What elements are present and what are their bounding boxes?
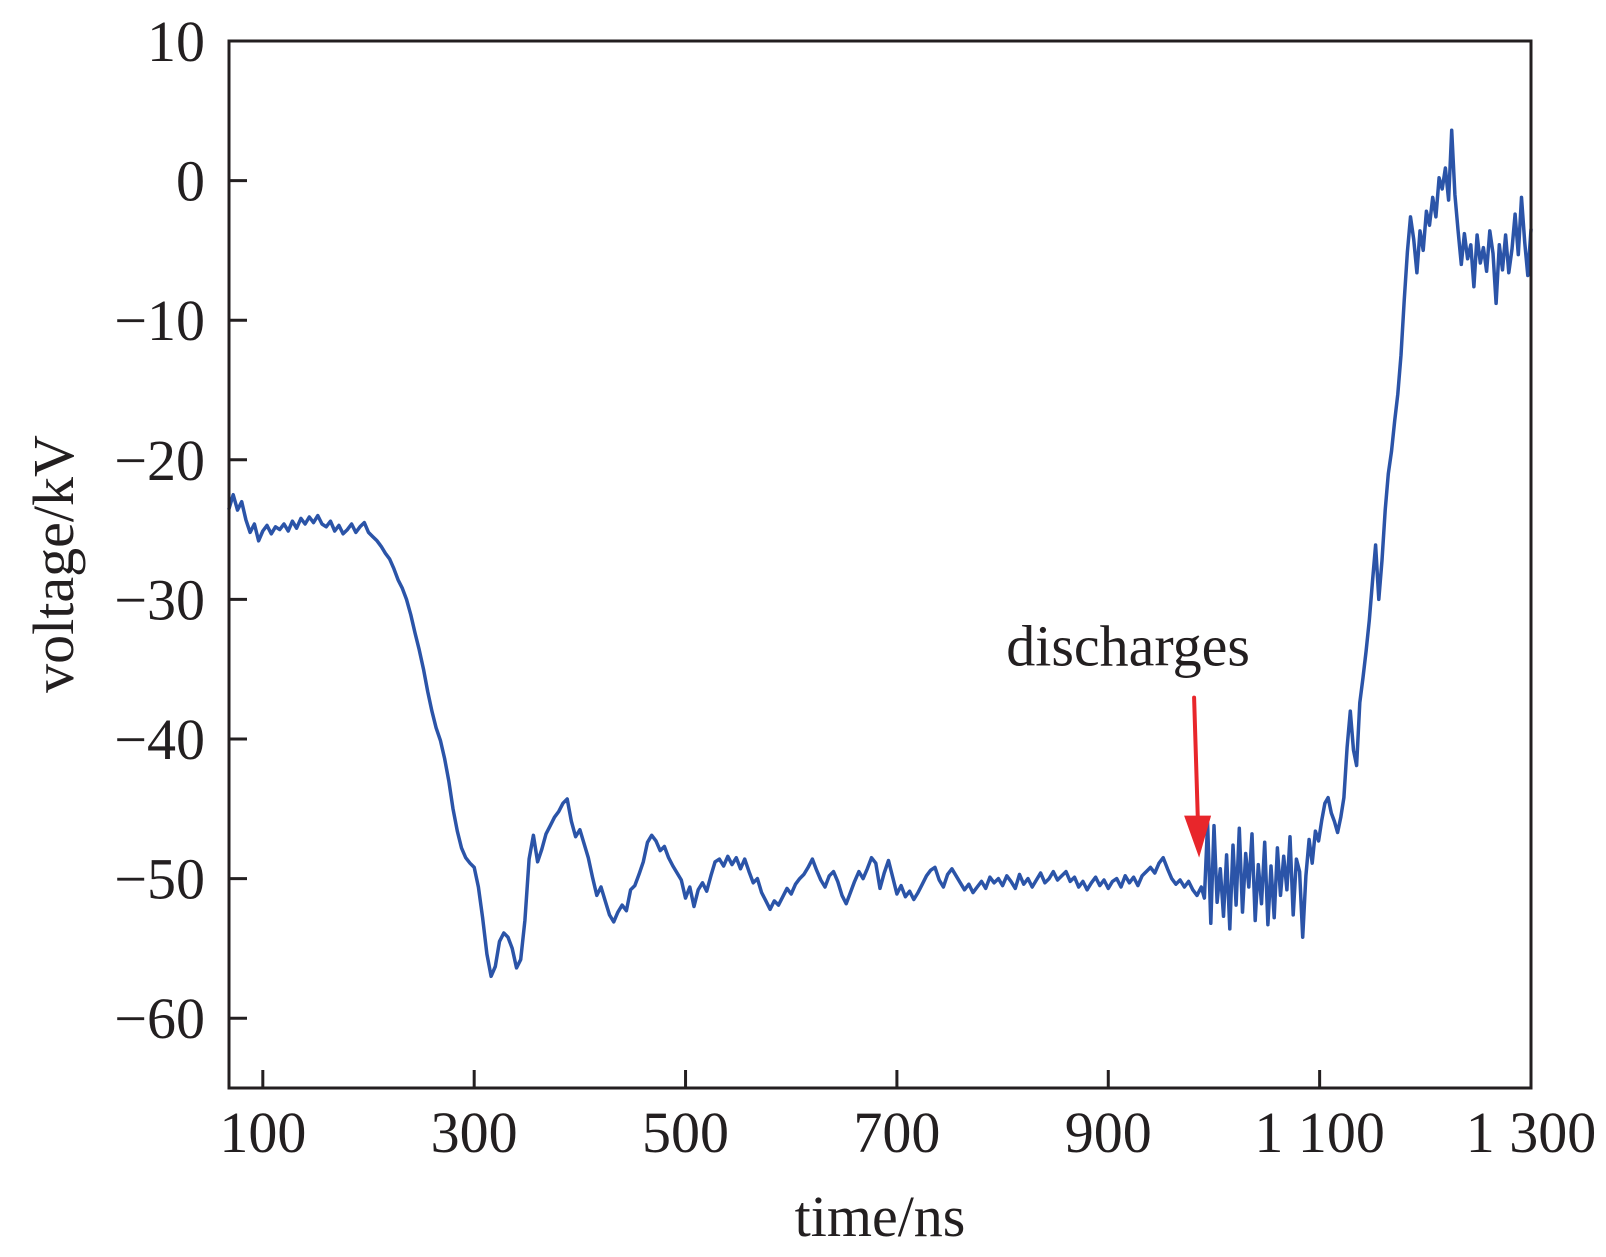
x-axis-title: time/ns (795, 1184, 966, 1249)
annotation-layer: discharges (1006, 614, 1250, 858)
y-axis-title: voltage/kV (21, 435, 86, 693)
annotation-arrow-shaft (1192, 695, 1201, 830)
series-line-0 (227, 128, 1533, 979)
y-tick-label: −20 (114, 428, 205, 493)
y-tick-label: −60 (114, 986, 205, 1051)
x-tick-label: 300 (431, 1100, 518, 1165)
x-tick-label: 900 (1065, 1100, 1152, 1165)
y-tick-label: 10 (147, 9, 205, 74)
series-layer (227, 128, 1533, 979)
x-tick-label: 700 (853, 1100, 940, 1165)
ticks-layer: 100 300 500 700 900 1 100 1 300100−10−20−30−40… (114, 9, 1596, 1165)
annotation-text: discharges (1006, 614, 1250, 679)
x-tick-label: 500 (642, 1100, 729, 1165)
y-tick-label: −50 (114, 847, 205, 912)
annotation-arrow-head (1184, 815, 1212, 858)
y-tick-label: 0 (176, 149, 205, 214)
plot-frame (227, 39, 1533, 1090)
y-tick-label: −10 (114, 288, 205, 353)
x-tick-label: 1 100 (1254, 1100, 1385, 1165)
y-tick-label: −40 (114, 707, 205, 772)
x-tick-label: 100 (219, 1100, 306, 1165)
y-tick-label: −30 (114, 567, 205, 632)
x-tick-label: 1 300 (1466, 1100, 1597, 1165)
